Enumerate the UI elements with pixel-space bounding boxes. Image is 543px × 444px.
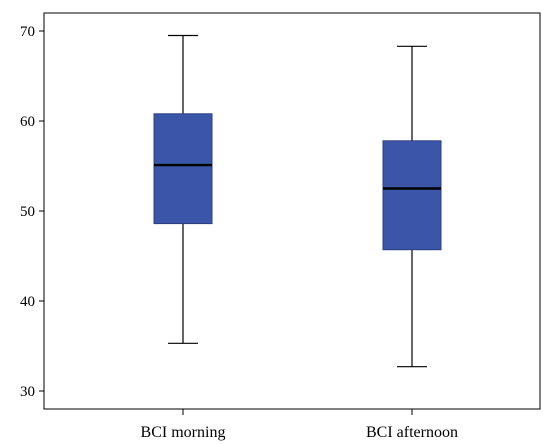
iqr-box [382, 140, 442, 251]
plot-frame [43, 12, 541, 410]
box-series [153, 34, 442, 368]
x-axis: BCI morning BCI afternoon [141, 409, 458, 441]
iqr-box [153, 113, 213, 225]
x-category-label: BCI afternoon [366, 424, 458, 441]
box-group [153, 34, 213, 344]
x-category-label: BCI morning [141, 424, 226, 441]
y-axis: 30 40 50 60 70 [20, 24, 44, 400]
y-tick-label: 60 [20, 114, 35, 130]
y-tick-label: 30 [20, 384, 35, 400]
y-tick-label: 50 [20, 204, 35, 220]
box-group [382, 45, 442, 368]
y-tick-label: 70 [20, 24, 35, 40]
y-tick-label: 40 [20, 294, 35, 310]
